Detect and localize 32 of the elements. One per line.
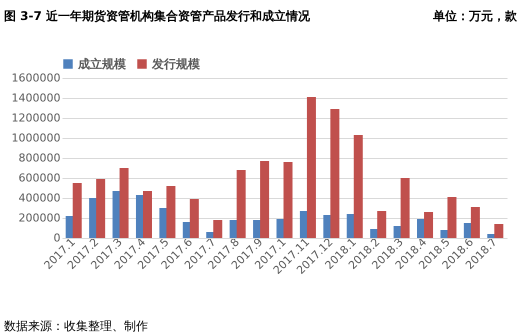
chart-title: 图 3-7 近一年期货资管机构集合资管产品发行和成立情况: [4, 9, 312, 23]
bar: [213, 220, 222, 238]
bar: [494, 224, 504, 238]
legend-label: 发行规模: [151, 57, 200, 71]
bar: [96, 179, 106, 238]
y-tick-label: 200000: [18, 212, 60, 224]
y-tick-label: 1400000: [12, 92, 60, 104]
bar: [260, 161, 270, 238]
bar: [447, 197, 456, 238]
bar: [354, 135, 363, 238]
y-tick-label: 1000000: [12, 132, 60, 144]
bar: [424, 212, 434, 238]
y-tick-label: 400000: [18, 192, 60, 204]
legend-label: 成立规模: [77, 57, 126, 71]
bar: [284, 162, 293, 238]
y-tick-label: 1200000: [12, 112, 60, 124]
y-tick-label: 1600000: [12, 72, 60, 84]
bar: [306, 97, 316, 238]
text: 单位：万元，款: [432, 9, 518, 23]
y-tick-label: 600000: [18, 172, 60, 184]
source-note: 数据来源：收集整理、制作: [4, 319, 148, 333]
bar: [190, 199, 199, 238]
bar: [72, 183, 82, 238]
bar: [120, 168, 129, 238]
bar: [377, 211, 386, 238]
bar: [236, 170, 246, 238]
bar: [142, 191, 152, 238]
y-tick-label: 800000: [18, 152, 60, 164]
bar: [400, 178, 410, 238]
bar: [470, 207, 480, 238]
bar: [330, 109, 340, 238]
bar: [166, 186, 176, 238]
